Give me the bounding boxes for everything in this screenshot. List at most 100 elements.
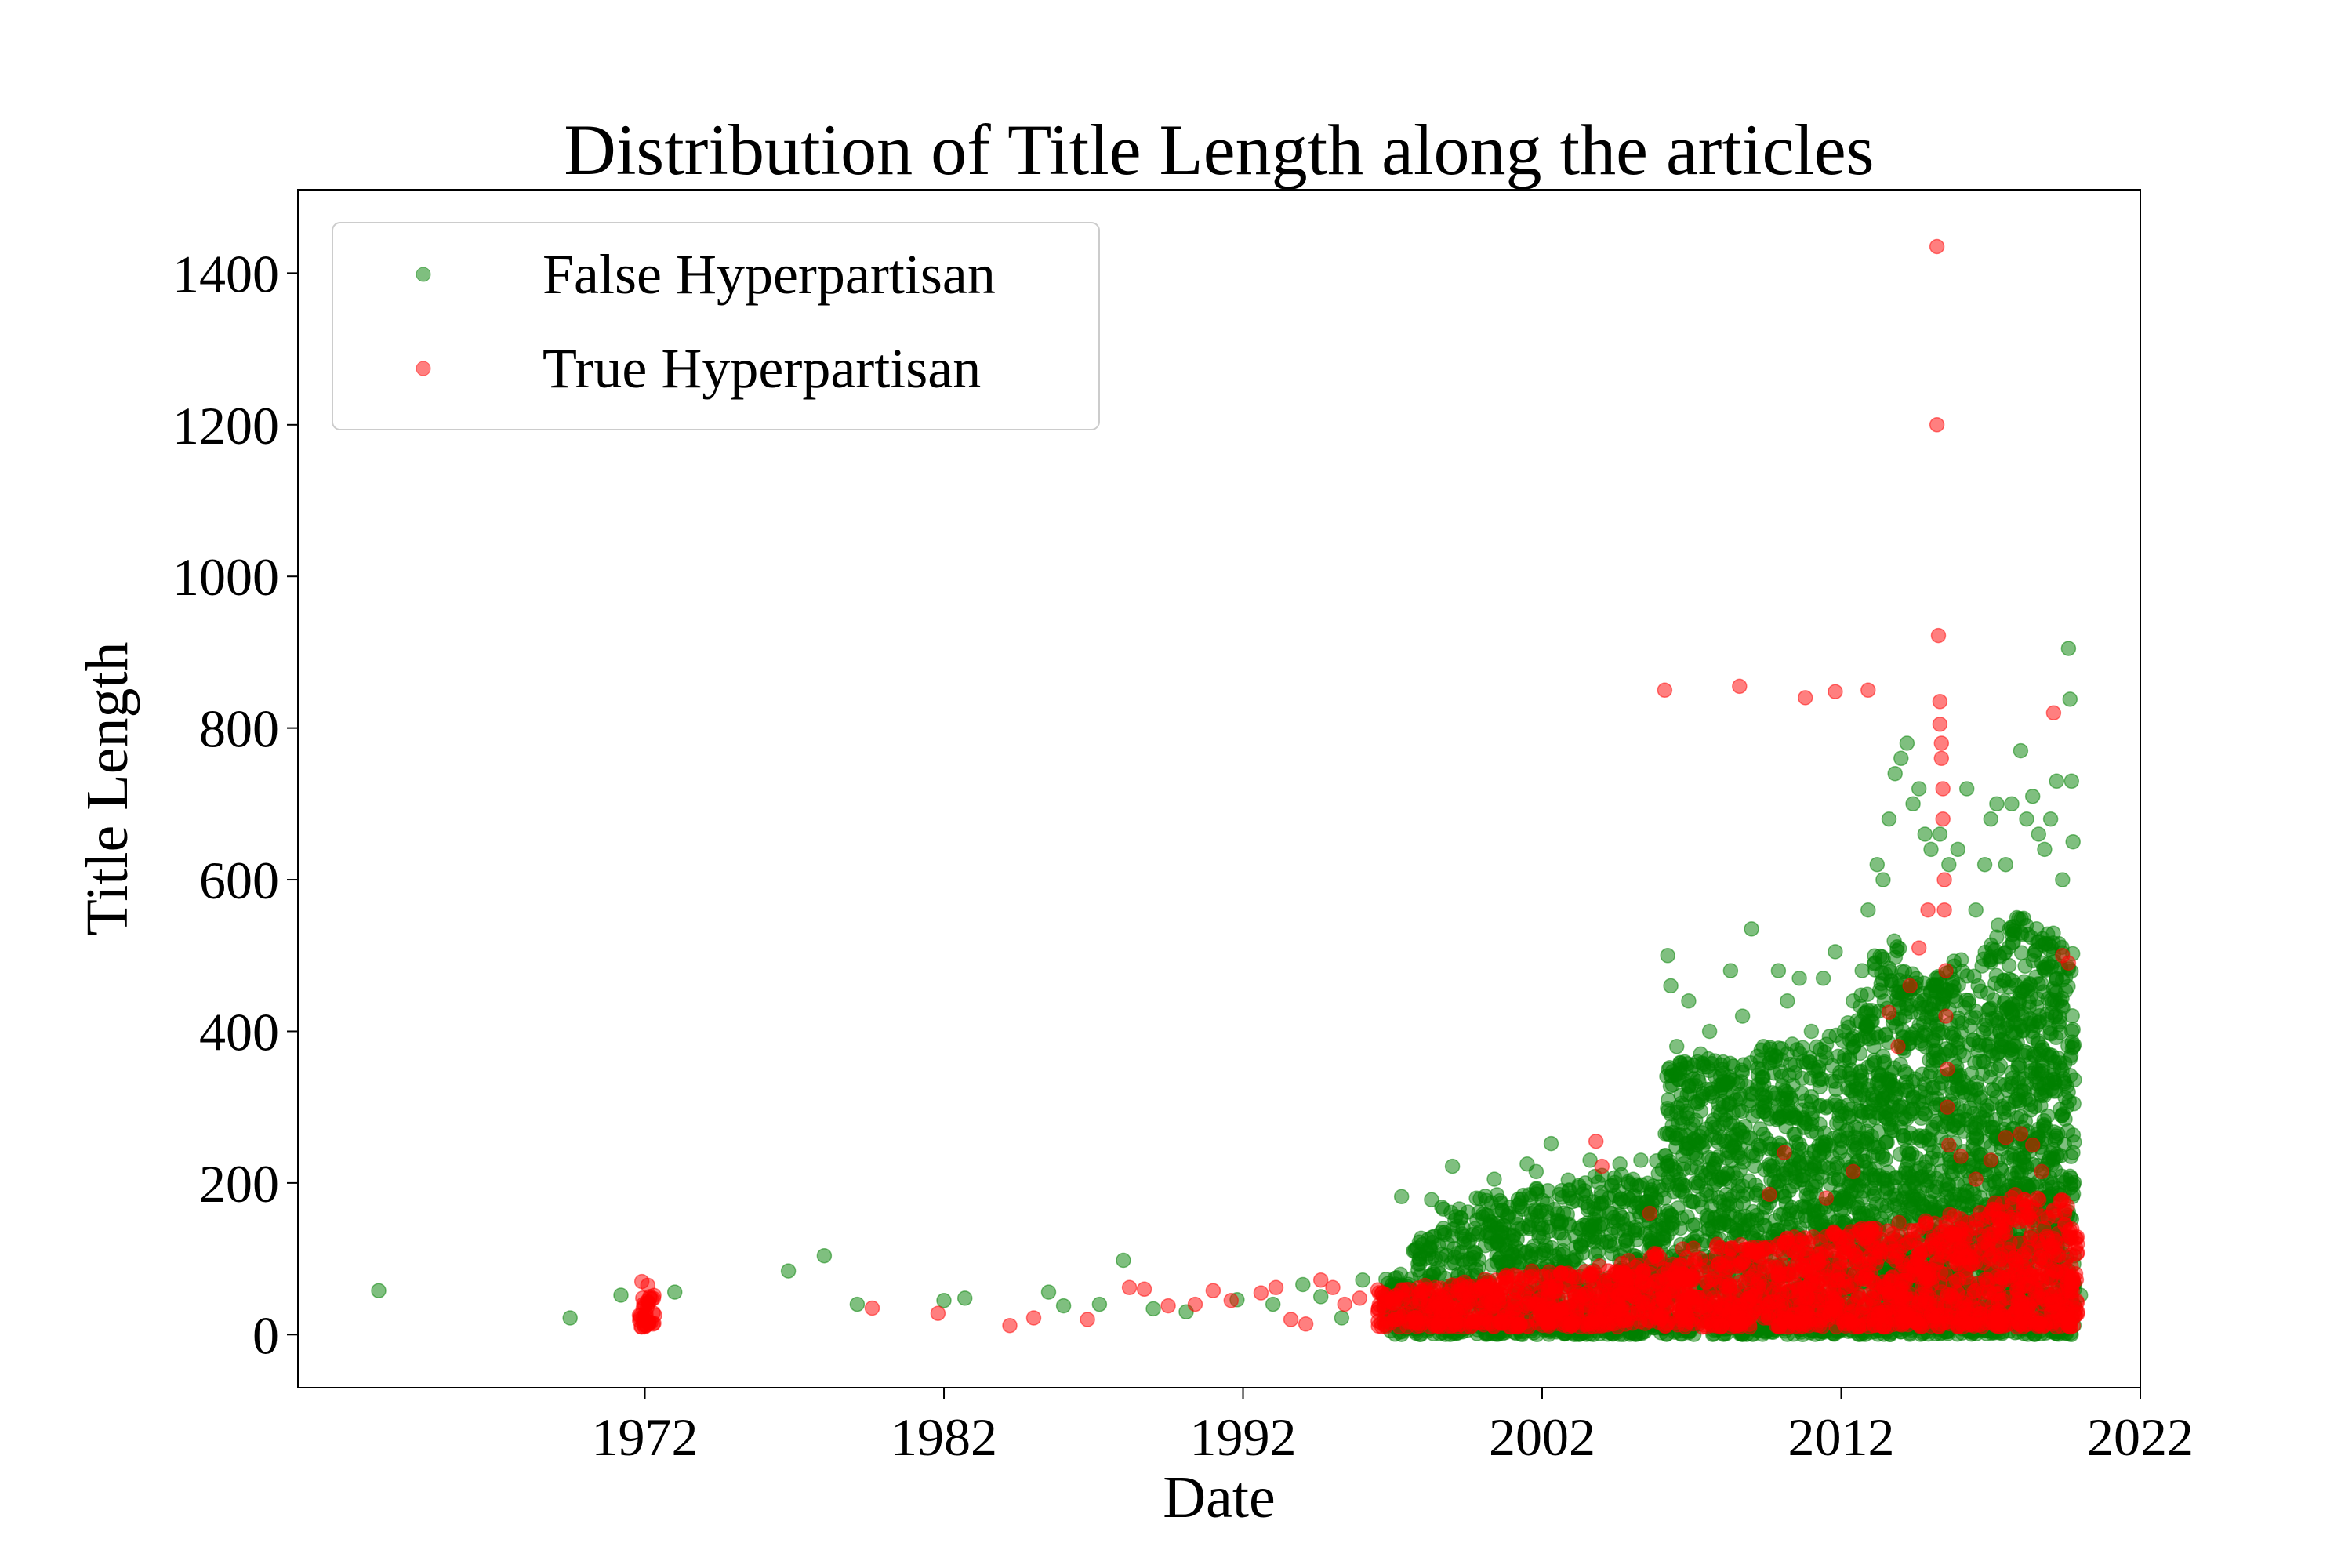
data-point <box>1869 856 1886 873</box>
data-point <box>1789 1209 1806 1225</box>
data-point <box>849 1296 866 1312</box>
chart-title: Distribution of Title Length along the a… <box>564 110 1874 190</box>
data-point <box>1334 1310 1350 1326</box>
data-point <box>1704 1218 1720 1235</box>
data-point <box>1444 1158 1461 1174</box>
data-point <box>2019 811 2034 827</box>
data-point <box>1393 1189 1410 1205</box>
data-point <box>1815 971 1831 986</box>
data-point <box>1528 1163 1544 1180</box>
data-point <box>1421 1240 1437 1257</box>
data-point <box>2049 773 2064 789</box>
data-point <box>1837 1064 1853 1080</box>
data-point <box>2048 1029 2064 1046</box>
data-point <box>1629 1177 1645 1192</box>
data-point <box>1410 1316 1427 1331</box>
data-point <box>1794 1141 1810 1157</box>
data-point <box>1748 1187 1764 1203</box>
data-point <box>1690 1054 1706 1069</box>
data-point <box>1462 1287 1479 1303</box>
data-point <box>1265 1296 1281 1312</box>
data-point <box>1714 1062 1730 1077</box>
data-point <box>2056 1070 2071 1087</box>
data-point <box>1744 921 1759 937</box>
data-point <box>1040 1284 1057 1300</box>
data-point <box>1912 1160 1928 1176</box>
data-point <box>1701 1023 1718 1040</box>
data-point <box>1472 1305 1488 1322</box>
data-point <box>1614 1265 1630 1281</box>
data-point <box>1782 1056 1798 1073</box>
data-point <box>1613 1191 1628 1207</box>
data-point <box>2063 773 2080 789</box>
data-point <box>1956 1047 1972 1064</box>
data-point <box>613 1287 629 1303</box>
data-point <box>1923 841 1939 858</box>
data-point <box>1899 1080 1915 1095</box>
data-point <box>1621 1252 1636 1269</box>
data-point <box>1866 1052 1882 1069</box>
data-point <box>1846 993 1861 1009</box>
data-point <box>1851 1102 1867 1119</box>
data-point <box>1497 1270 1513 1286</box>
data-point <box>1719 1077 1734 1093</box>
data-point <box>1836 1023 1853 1040</box>
data-point <box>1912 1084 1929 1100</box>
data-point <box>1944 1025 1959 1041</box>
data-point <box>1983 811 1999 827</box>
data-point <box>1388 1287 1404 1304</box>
data-point <box>1731 1121 1747 1137</box>
data-point <box>1728 1092 1744 1108</box>
data-point <box>2033 975 2049 992</box>
data-point <box>1504 1246 1520 1262</box>
data-point <box>2055 1000 2071 1015</box>
data-point <box>1486 1171 1502 1187</box>
data-point <box>1446 1240 1462 1257</box>
data-point <box>1478 1207 1494 1223</box>
data-point <box>1749 1212 1765 1229</box>
data-point <box>780 1263 797 1279</box>
data-point <box>1905 796 1921 812</box>
data-point <box>1762 1111 1778 1127</box>
data-point <box>1116 1252 1131 1269</box>
data-point <box>1750 1076 1766 1093</box>
data-point <box>1690 1071 1706 1087</box>
data-point <box>1378 1312 1395 1328</box>
data-point <box>1972 1189 1988 1205</box>
data-point <box>1674 1210 1690 1226</box>
data-point <box>1462 1319 1479 1334</box>
data-point <box>1756 1200 1772 1215</box>
data-point <box>1755 1039 1772 1054</box>
data-point <box>1673 1095 1690 1111</box>
data-point <box>1295 1276 1311 1293</box>
data-point <box>1803 1023 1820 1040</box>
data-point <box>1468 1190 1484 1206</box>
data-point <box>816 1247 833 1264</box>
data-point <box>1583 1316 1599 1332</box>
data-point <box>1614 1210 1631 1226</box>
data-point <box>1958 781 1975 797</box>
data-point <box>1602 1233 1617 1250</box>
data-point <box>1828 944 1843 960</box>
data-point <box>1972 1054 1987 1069</box>
data-point <box>1717 1171 1733 1187</box>
data-point <box>1553 1265 1569 1282</box>
data-point <box>1878 1152 1893 1167</box>
data-point <box>2067 1134 2082 1150</box>
data-point <box>1527 1202 1543 1218</box>
data-point <box>666 1284 683 1300</box>
data-point <box>1664 1117 1680 1134</box>
data-point <box>1691 1135 1707 1151</box>
data-point <box>1538 1312 1554 1327</box>
data-point <box>1932 826 1948 842</box>
data-point <box>1917 826 1933 842</box>
data-point <box>2055 872 2071 887</box>
data-point <box>1436 1221 1451 1236</box>
data-point <box>1893 750 1909 767</box>
data-point <box>2004 796 2020 812</box>
data-point <box>2053 1168 2070 1184</box>
data-point <box>1786 1107 1802 1123</box>
data-point <box>1699 1081 1715 1098</box>
data-point <box>1780 993 1795 1009</box>
